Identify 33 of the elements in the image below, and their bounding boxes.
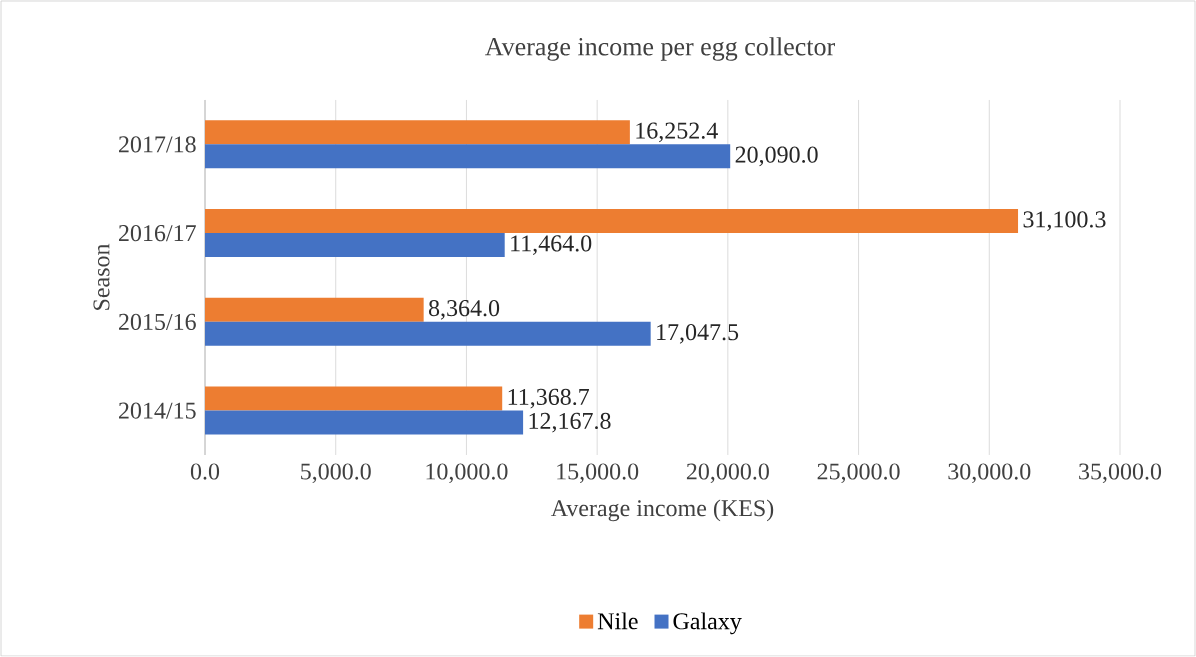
bar <box>205 209 1019 234</box>
data-label: 11,368.7 <box>508 388 590 409</box>
bar <box>205 321 651 346</box>
y-tick-label: 2017/18 <box>119 136 196 153</box>
legend-label: Galaxy <box>673 612 742 635</box>
x-tick-label: 35,000.0 <box>1079 463 1162 484</box>
x-tick-label: 20,000.0 <box>686 463 769 484</box>
x-tick-label: 15,000.0 <box>557 463 639 484</box>
bar <box>205 386 503 411</box>
bar <box>205 120 630 145</box>
data-label: 17,047.5 <box>657 324 739 344</box>
data-label: 8,364.0 <box>428 300 500 320</box>
y-tick-label: 2014/15 <box>119 402 196 419</box>
y-axis-title: Season <box>93 243 110 310</box>
data-label: 12,167.8 <box>529 412 611 433</box>
y-tick-label: 2016/17 <box>119 225 196 242</box>
data-label: 20,090.0 <box>735 146 818 167</box>
bar <box>205 297 424 322</box>
bar <box>205 410 524 435</box>
data-label: 16,252.4 <box>636 122 718 143</box>
data-label: 11,464.0 <box>511 235 592 255</box>
x-tick-label: 30,000.0 <box>948 463 1031 484</box>
chart-title: Average income per egg collector <box>485 37 835 61</box>
x-tick-label: 5,000.0 <box>301 463 371 484</box>
bar <box>205 144 731 169</box>
data-label: 31,100.3 <box>1023 211 1106 231</box>
y-tick-label: 2015/16 <box>119 313 196 330</box>
bar <box>205 233 505 258</box>
x-tick-label: 0.0 <box>190 463 220 480</box>
x-tick-label: 25,000.0 <box>817 463 900 484</box>
legend-label: Nile <box>597 612 638 630</box>
x-axis-title: Average income (KES) <box>550 499 774 522</box>
x-tick-label: 10,000.0 <box>426 463 508 484</box>
